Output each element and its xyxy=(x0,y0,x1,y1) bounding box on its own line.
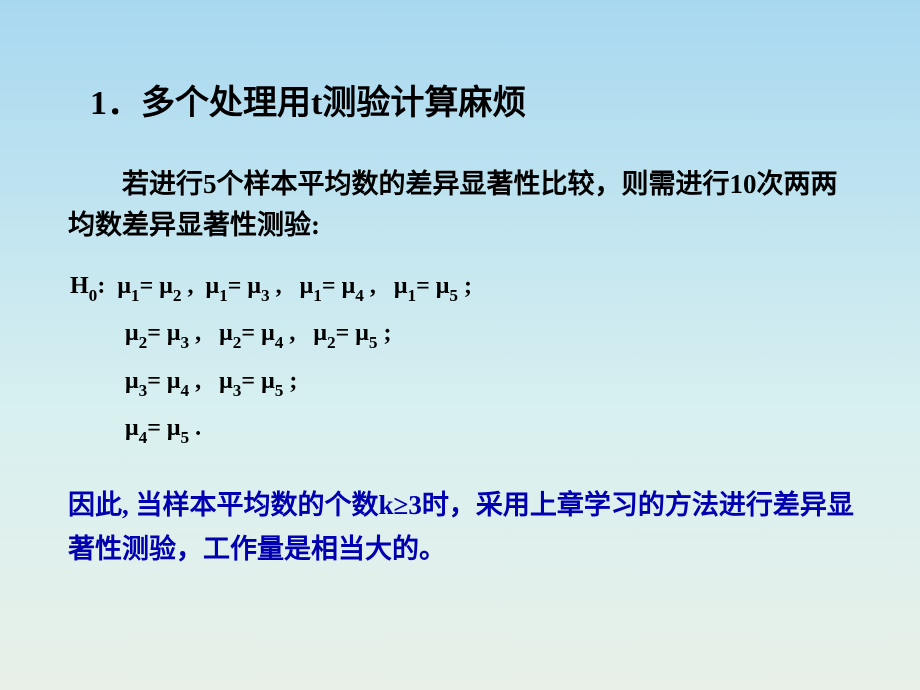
conc-part2: 当样本平均数的个数 xyxy=(136,490,379,520)
slide-content: 1．多个处理用t测验计算麻烦 若进行5个样本平均数的差异显著性比较，则需进行10… xyxy=(0,0,920,612)
hypothesis-line-4: μ4= μ5 . xyxy=(125,405,860,452)
title-number: 1 xyxy=(90,85,107,122)
para-num10: 10 xyxy=(730,169,757,199)
conc-part1: 因此 xyxy=(68,490,122,520)
conclusion-paragraph: 因此, 当样本平均数的个数k≥3时，采用上章学习的方法进行差异显著性测验，工作量… xyxy=(68,483,860,572)
slide-title: 1．多个处理用t测验计算麻烦 xyxy=(90,75,860,124)
h-colon: : xyxy=(97,273,105,299)
para-num5: 5 xyxy=(203,169,217,199)
para-colon: : xyxy=(311,210,320,240)
title-before-t: 多个处理用 xyxy=(141,85,311,122)
hypothesis-block: H0: μ1= μ2 , μ1= μ3 , μ1= μ4 , μ1= μ5 ; … xyxy=(70,263,860,453)
h-label: H xyxy=(70,273,89,299)
title-t: t xyxy=(311,85,322,122)
conc-k: k≥3 xyxy=(379,490,422,520)
title-sep: ． xyxy=(107,85,141,122)
hypothesis-line-2: μ2= μ3 , μ2= μ4 , μ2= μ5 ; xyxy=(125,310,860,357)
intro-paragraph: 若进行5个样本平均数的差异显著性比较，则需进行10次两两均数差异显著性测验: xyxy=(68,164,860,245)
h-label-sub: 0 xyxy=(89,286,98,305)
hypothesis-line-3: μ3= μ4 , μ3= μ5 ; xyxy=(125,358,860,405)
hypothesis-line-1: H0: μ1= μ2 , μ1= μ3 , μ1= μ4 , μ1= μ5 ; xyxy=(70,263,860,310)
para-part1: 若进行 xyxy=(122,169,203,199)
conc-comma: , xyxy=(122,490,136,520)
para-part2: 个样本平均数的差异显著性比较，则需进行 xyxy=(217,169,730,199)
title-after-t: 测验计算麻烦 xyxy=(322,85,526,122)
